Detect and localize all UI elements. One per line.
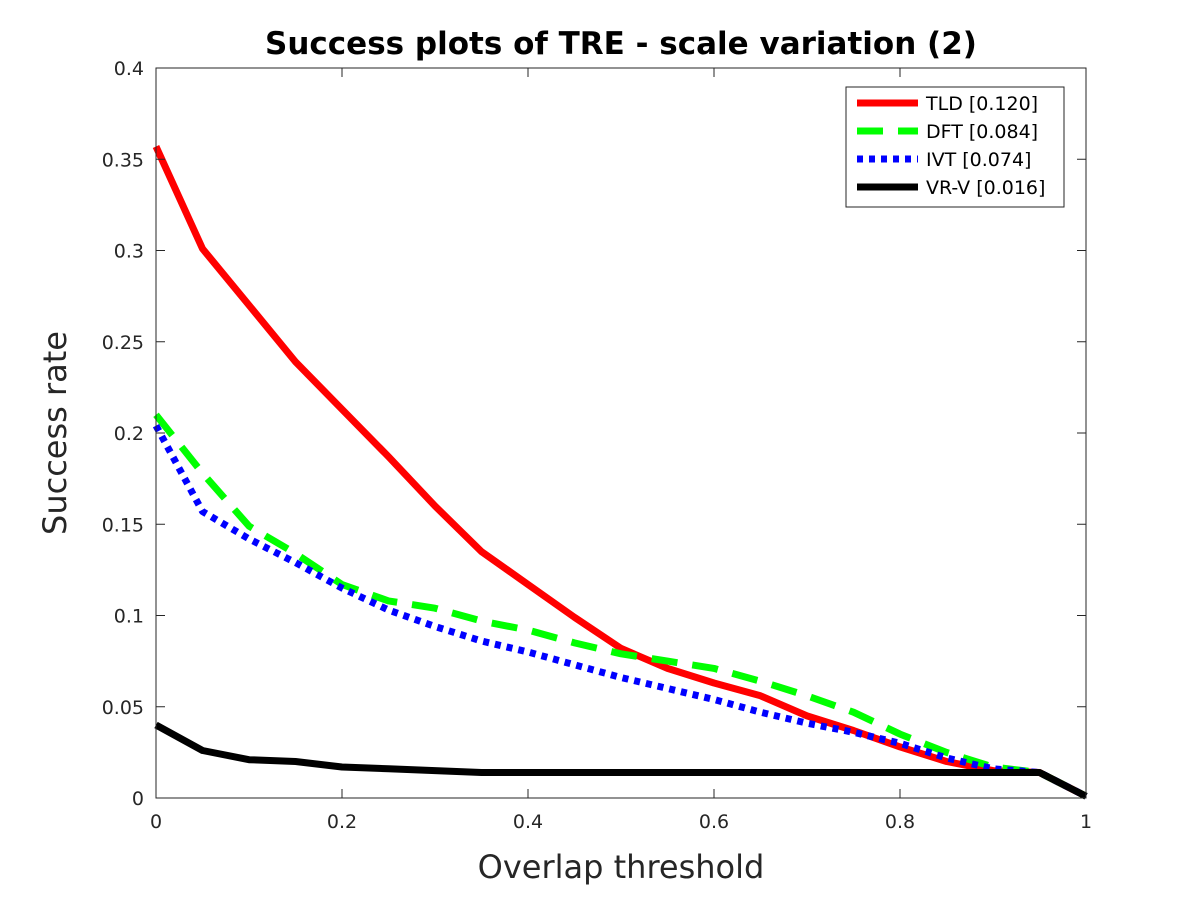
series-layer <box>152 145 1088 800</box>
chart-title: Success plots of TRE - scale variation (… <box>265 26 977 62</box>
y-tick-label: 0.2 <box>114 423 144 445</box>
y-axis-label: Success rate <box>36 331 74 535</box>
y-tick-label: 0.15 <box>102 514 144 536</box>
y-tick-label: 0.05 <box>102 697 144 719</box>
x-tick-label: 1 <box>1080 811 1092 833</box>
y-tick-label: 0.1 <box>114 606 144 628</box>
x-tick-label: 0.6 <box>699 811 729 833</box>
legend: TLD [0.120] DFT [0.084] IVT [0.074] VR-V [0… <box>845 86 1065 208</box>
y-tick-label: 0 <box>132 788 144 810</box>
x-tick-label: 0.8 <box>885 811 915 833</box>
y-tick-label: 0.25 <box>102 332 144 354</box>
series-line-2 <box>153 412 1088 800</box>
x-axis-label: Overlap threshold <box>478 848 765 886</box>
series-line-4 <box>154 721 1088 800</box>
legend-label-3: IVT [0.074] <box>926 149 1031 171</box>
tick-layer: 0 0.2 0.4 0.6 0.8 1 0 0.05 0.1 0.15 0.2 0.25 0.3 0.35… <box>102 58 1092 833</box>
series-line-1 <box>152 145 1088 800</box>
x-tick-label: 0.4 <box>513 811 543 833</box>
y-tick-label: 0.35 <box>102 149 144 171</box>
x-tick-label: 0.2 <box>327 811 357 833</box>
x-tick-label: 0 <box>150 811 162 833</box>
series-line-3 <box>152 424 1088 800</box>
legend-label-4: VR-V [0.016] <box>926 177 1045 199</box>
y-tick-label: 0.3 <box>114 241 144 263</box>
legend-label-1: TLD [0.120] <box>925 93 1038 115</box>
y-tick-label: 0.4 <box>114 58 144 80</box>
legend-label-2: DFT [0.084] <box>926 121 1038 143</box>
